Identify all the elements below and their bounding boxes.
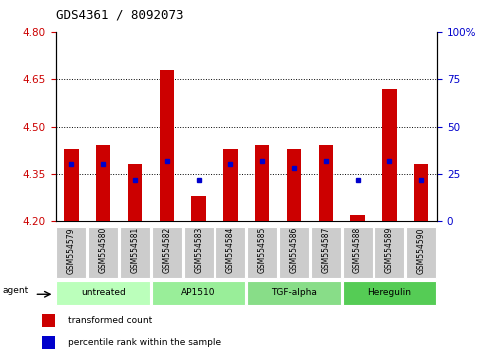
Text: GSM554581: GSM554581	[130, 227, 140, 273]
Text: untreated: untreated	[81, 289, 126, 297]
Bar	[160, 70, 174, 221]
Bar	[382, 88, 397, 221]
Text: GSM554590: GSM554590	[417, 227, 426, 274]
Bar	[319, 145, 333, 221]
FancyBboxPatch shape	[342, 281, 436, 305]
FancyBboxPatch shape	[184, 227, 213, 279]
FancyBboxPatch shape	[88, 227, 118, 279]
Bar	[42, 336, 55, 349]
Text: GSM554579: GSM554579	[67, 227, 76, 274]
Text: transformed count: transformed count	[68, 316, 152, 325]
Bar	[191, 196, 206, 221]
FancyBboxPatch shape	[279, 227, 309, 279]
Text: agent: agent	[3, 286, 29, 295]
FancyBboxPatch shape	[374, 227, 404, 279]
Bar	[64, 149, 79, 221]
FancyBboxPatch shape	[247, 281, 341, 305]
Text: TGF-alpha: TGF-alpha	[271, 289, 317, 297]
Text: AP1510: AP1510	[182, 289, 216, 297]
FancyBboxPatch shape	[57, 227, 86, 279]
Text: GDS4361 / 8092073: GDS4361 / 8092073	[56, 9, 183, 22]
Text: GSM554589: GSM554589	[385, 227, 394, 274]
Text: percentile rank within the sample: percentile rank within the sample	[68, 338, 221, 347]
Text: GSM554584: GSM554584	[226, 227, 235, 274]
FancyBboxPatch shape	[57, 281, 150, 305]
Bar	[96, 145, 111, 221]
FancyBboxPatch shape	[342, 227, 372, 279]
FancyBboxPatch shape	[311, 227, 341, 279]
Text: GSM554585: GSM554585	[258, 227, 267, 274]
FancyBboxPatch shape	[406, 227, 436, 279]
Bar	[223, 149, 238, 221]
FancyBboxPatch shape	[247, 227, 277, 279]
FancyBboxPatch shape	[152, 227, 182, 279]
Bar	[255, 145, 270, 221]
Bar	[351, 215, 365, 221]
Bar	[287, 149, 301, 221]
FancyBboxPatch shape	[215, 227, 245, 279]
FancyBboxPatch shape	[120, 227, 150, 279]
FancyBboxPatch shape	[152, 281, 245, 305]
Text: GSM554586: GSM554586	[289, 227, 298, 274]
Text: Heregulin: Heregulin	[368, 289, 412, 297]
Bar	[42, 314, 55, 327]
Text: GSM554582: GSM554582	[162, 227, 171, 273]
Text: GSM554580: GSM554580	[99, 227, 108, 274]
Text: GSM554587: GSM554587	[321, 227, 330, 274]
Text: GSM554588: GSM554588	[353, 227, 362, 273]
Bar	[128, 165, 142, 221]
Bar	[414, 165, 428, 221]
Text: GSM554583: GSM554583	[194, 227, 203, 274]
